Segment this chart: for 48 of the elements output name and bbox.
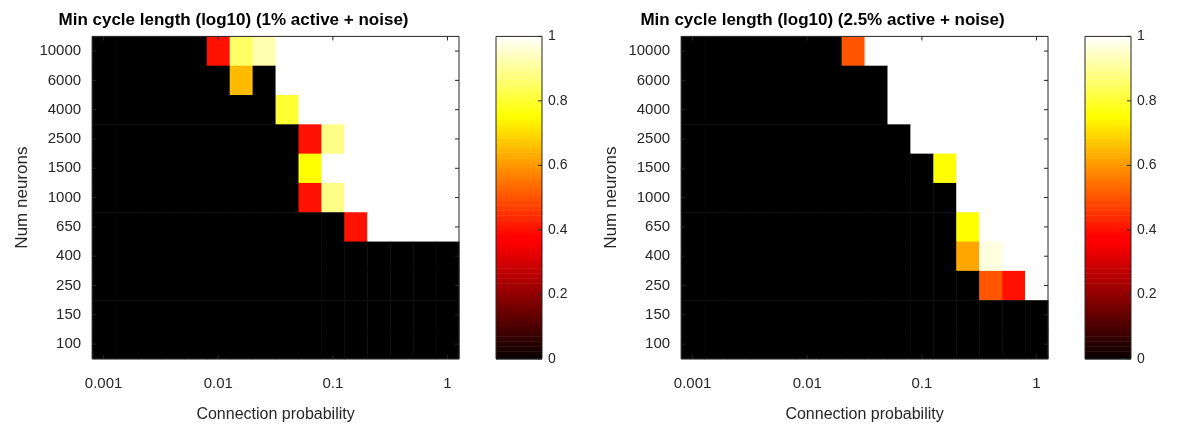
y-tick-label: 2500 (636, 129, 671, 147)
y-tick-label: 150 (56, 304, 82, 322)
color-bar-label: 0.4 (1137, 220, 1157, 237)
y-tick-label: 1500 (636, 158, 671, 176)
color-bar-label: 0.4 (548, 220, 568, 237)
y-tick-label: 400 (645, 246, 671, 264)
x-tick-label: 1 (443, 373, 452, 391)
x-tick-label: 0.01 (792, 373, 822, 391)
chart-title: Min cycle length (log10) (1% active + noise) (58, 9, 409, 29)
color-bar-label: 1 (1137, 27, 1145, 44)
chart-title: Min cycle length (log10) (2.5% active + noise) (640, 9, 1005, 29)
color-bar-label: 0.8 (548, 91, 568, 108)
y-tick-label: 10000 (39, 41, 82, 59)
color-bar-label: 0.2 (548, 285, 568, 302)
color-bar-label: 0 (1137, 349, 1145, 366)
x-tick-label: 0.1 (322, 373, 344, 391)
y-tick-label: 2500 (47, 129, 82, 147)
color-bar-label: 0.2 (1137, 285, 1157, 302)
color-bar-label: 0.6 (548, 156, 568, 173)
x-tick-label: 0.1 (911, 373, 933, 391)
color-bar-label: 0.8 (1137, 91, 1157, 108)
y-tick-label: 6000 (47, 70, 82, 88)
y-axis-title: Num neurons (11, 146, 31, 249)
y-tick-label: 250 (645, 275, 671, 293)
y-tick-label: 1000 (636, 187, 671, 205)
y-tick-label: 6000 (636, 70, 671, 88)
y-tick-label: 400 (56, 246, 82, 264)
y-tick-label: 4000 (636, 99, 671, 117)
y-tick-label: 650 (56, 217, 82, 235)
color-bar-label: 0.6 (1137, 156, 1157, 173)
x-axis-title: Connection probability (785, 404, 944, 422)
y-tick-label: 250 (56, 275, 82, 293)
y-tick-label: 10000 (628, 41, 671, 59)
y-tick-label: 100 (645, 334, 671, 352)
y-tick-label: 100 (56, 334, 82, 352)
color-bar-label: 1 (548, 27, 556, 44)
y-tick-label: 4000 (47, 99, 82, 117)
y-tick-label: 150 (645, 304, 671, 322)
x-tick-label: 0.001 (673, 373, 712, 391)
y-axis-title: Num neurons (600, 146, 620, 249)
x-tick-label: 1 (1032, 373, 1041, 391)
y-tick-label: 1000 (47, 187, 82, 205)
x-tick-label: 0.01 (203, 373, 233, 391)
x-axis-title: Connection probability (196, 404, 355, 422)
y-tick-label: 1500 (47, 158, 82, 176)
y-tick-label: 650 (645, 217, 671, 235)
color-bar-label: 0 (548, 349, 556, 366)
x-tick-label: 0.001 (84, 373, 123, 391)
